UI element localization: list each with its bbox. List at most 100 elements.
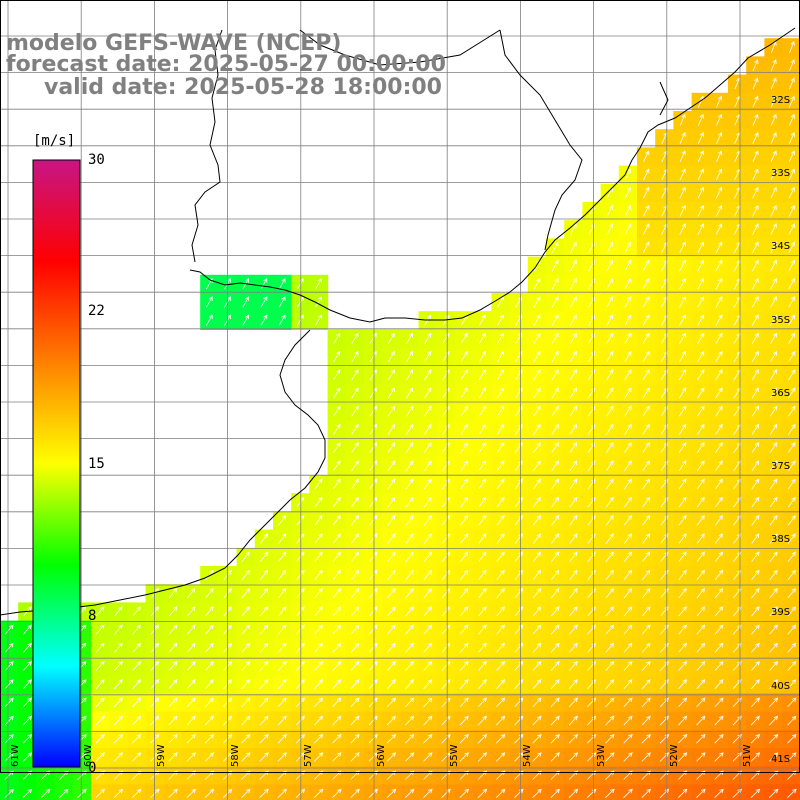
wind-arrow — [296, 569, 305, 581]
wind-speed-cell — [91, 657, 110, 676]
wind-arrow — [532, 606, 542, 617]
wind-arrow — [714, 660, 724, 671]
wind-speed-cell — [509, 347, 529, 367]
wind-arrow — [515, 369, 523, 381]
wind-speed-cell — [655, 547, 674, 567]
wind-speed-cell — [163, 675, 183, 694]
wind-speed-cell — [400, 420, 420, 440]
wind-speed-cell — [473, 420, 492, 440]
wind-arrow — [186, 752, 196, 762]
wind-speed-cell — [709, 274, 729, 294]
wind-speed-cell — [0, 748, 19, 767]
wind-arrow — [277, 624, 287, 635]
wind-speed-cell — [655, 657, 674, 676]
wind-arrow — [606, 204, 613, 217]
wind-speed-cell — [236, 748, 256, 767]
colorbar — [32, 159, 81, 768]
wind-arrow — [4, 697, 14, 708]
wind-speed-cell — [400, 693, 420, 713]
wind-speed-cell — [564, 748, 583, 767]
wind-arrow — [660, 296, 668, 308]
wind-arrow — [787, 679, 797, 690]
wind-speed-cell — [764, 711, 784, 731]
wind-speed-cell — [564, 456, 583, 476]
wind-speed-cell — [127, 711, 147, 731]
wind-arrow — [478, 460, 487, 472]
wind-arrow — [186, 788, 197, 798]
wind-arrow — [514, 478, 523, 490]
wind-speed-cell — [691, 529, 711, 549]
wind-speed-cell — [655, 238, 674, 258]
wind-arrow — [770, 113, 777, 126]
wind-speed-cell — [600, 584, 620, 603]
wind-speed-cell — [36, 766, 56, 785]
wind-arrow — [405, 660, 415, 671]
wind-arrow — [641, 679, 651, 690]
wind-speed-cell — [382, 620, 401, 640]
wind-speed-cell — [327, 784, 347, 800]
wind-speed-cell — [728, 566, 747, 585]
wind-speed-cell — [345, 729, 365, 749]
wind-speed-cell — [709, 566, 729, 585]
wind-speed-cell — [418, 766, 438, 785]
wind-arrow — [568, 715, 578, 726]
lon-label: 51W — [742, 744, 753, 767]
wind-arrow — [587, 733, 597, 744]
wind-arrow — [40, 788, 51, 798]
wind-speed-cell — [382, 529, 401, 549]
wind-speed-cell — [764, 165, 784, 185]
wind-speed-cell — [728, 729, 747, 749]
wind-speed-cell — [746, 748, 765, 767]
wind-speed-cell — [673, 311, 693, 330]
wind-speed-cell — [254, 711, 274, 731]
wind-arrow — [678, 642, 687, 653]
wind-speed-cell — [691, 274, 711, 294]
wind-arrow — [623, 715, 633, 726]
wind-speed-cell — [236, 311, 256, 330]
wind-speed-cell — [309, 729, 329, 749]
wind-arrow — [168, 606, 178, 617]
wind-speed-cell — [546, 711, 565, 731]
wind-speed-cell — [327, 329, 347, 349]
wind-speed-cell — [509, 766, 529, 785]
wind-speed-cell — [691, 638, 711, 658]
wind-speed-cell — [709, 475, 729, 494]
wind-speed-cell — [436, 420, 456, 440]
wind-speed-cell — [345, 420, 365, 440]
wind-speed-cell — [764, 657, 784, 676]
wind-speed-cell — [600, 402, 620, 421]
wind-arrow — [641, 788, 652, 798]
wind-arrow — [4, 715, 14, 726]
wind-arrow — [696, 752, 706, 762]
wind-arrow — [332, 533, 341, 544]
wind-arrow — [496, 405, 505, 417]
wind-arrow — [551, 423, 559, 435]
wind-speed-cell — [564, 784, 583, 800]
wind-speed-cell — [728, 493, 747, 512]
wind-speed-cell — [728, 165, 747, 185]
wind-speed-cell — [327, 711, 347, 731]
wind-arrow — [405, 460, 414, 472]
wind-arrow — [496, 697, 506, 708]
wind-speed-cell — [345, 475, 365, 494]
wind-arrow — [642, 223, 650, 235]
wind-speed-cell — [236, 293, 256, 312]
wind-speed-cell — [18, 748, 37, 767]
wind-arrow — [460, 423, 468, 435]
wind-speed-cell — [746, 402, 765, 421]
wind-arrow — [624, 168, 632, 181]
wind-speed-cell — [400, 584, 420, 603]
wind-speed-cell — [600, 784, 620, 800]
wind-speed-cell — [691, 183, 711, 203]
wind-speed-cell — [91, 602, 110, 622]
wind-speed-cell — [527, 766, 547, 785]
wind-speed-cell — [618, 220, 638, 239]
wind-arrow — [387, 387, 395, 399]
wind-arrow — [678, 460, 687, 472]
wind-speed-cell — [709, 529, 729, 549]
wind-arrow — [168, 660, 178, 671]
wind-speed-cell — [673, 293, 693, 312]
wind-arrow — [696, 624, 706, 635]
wind-speed-cell — [127, 602, 147, 622]
wind-arrow — [733, 569, 742, 581]
